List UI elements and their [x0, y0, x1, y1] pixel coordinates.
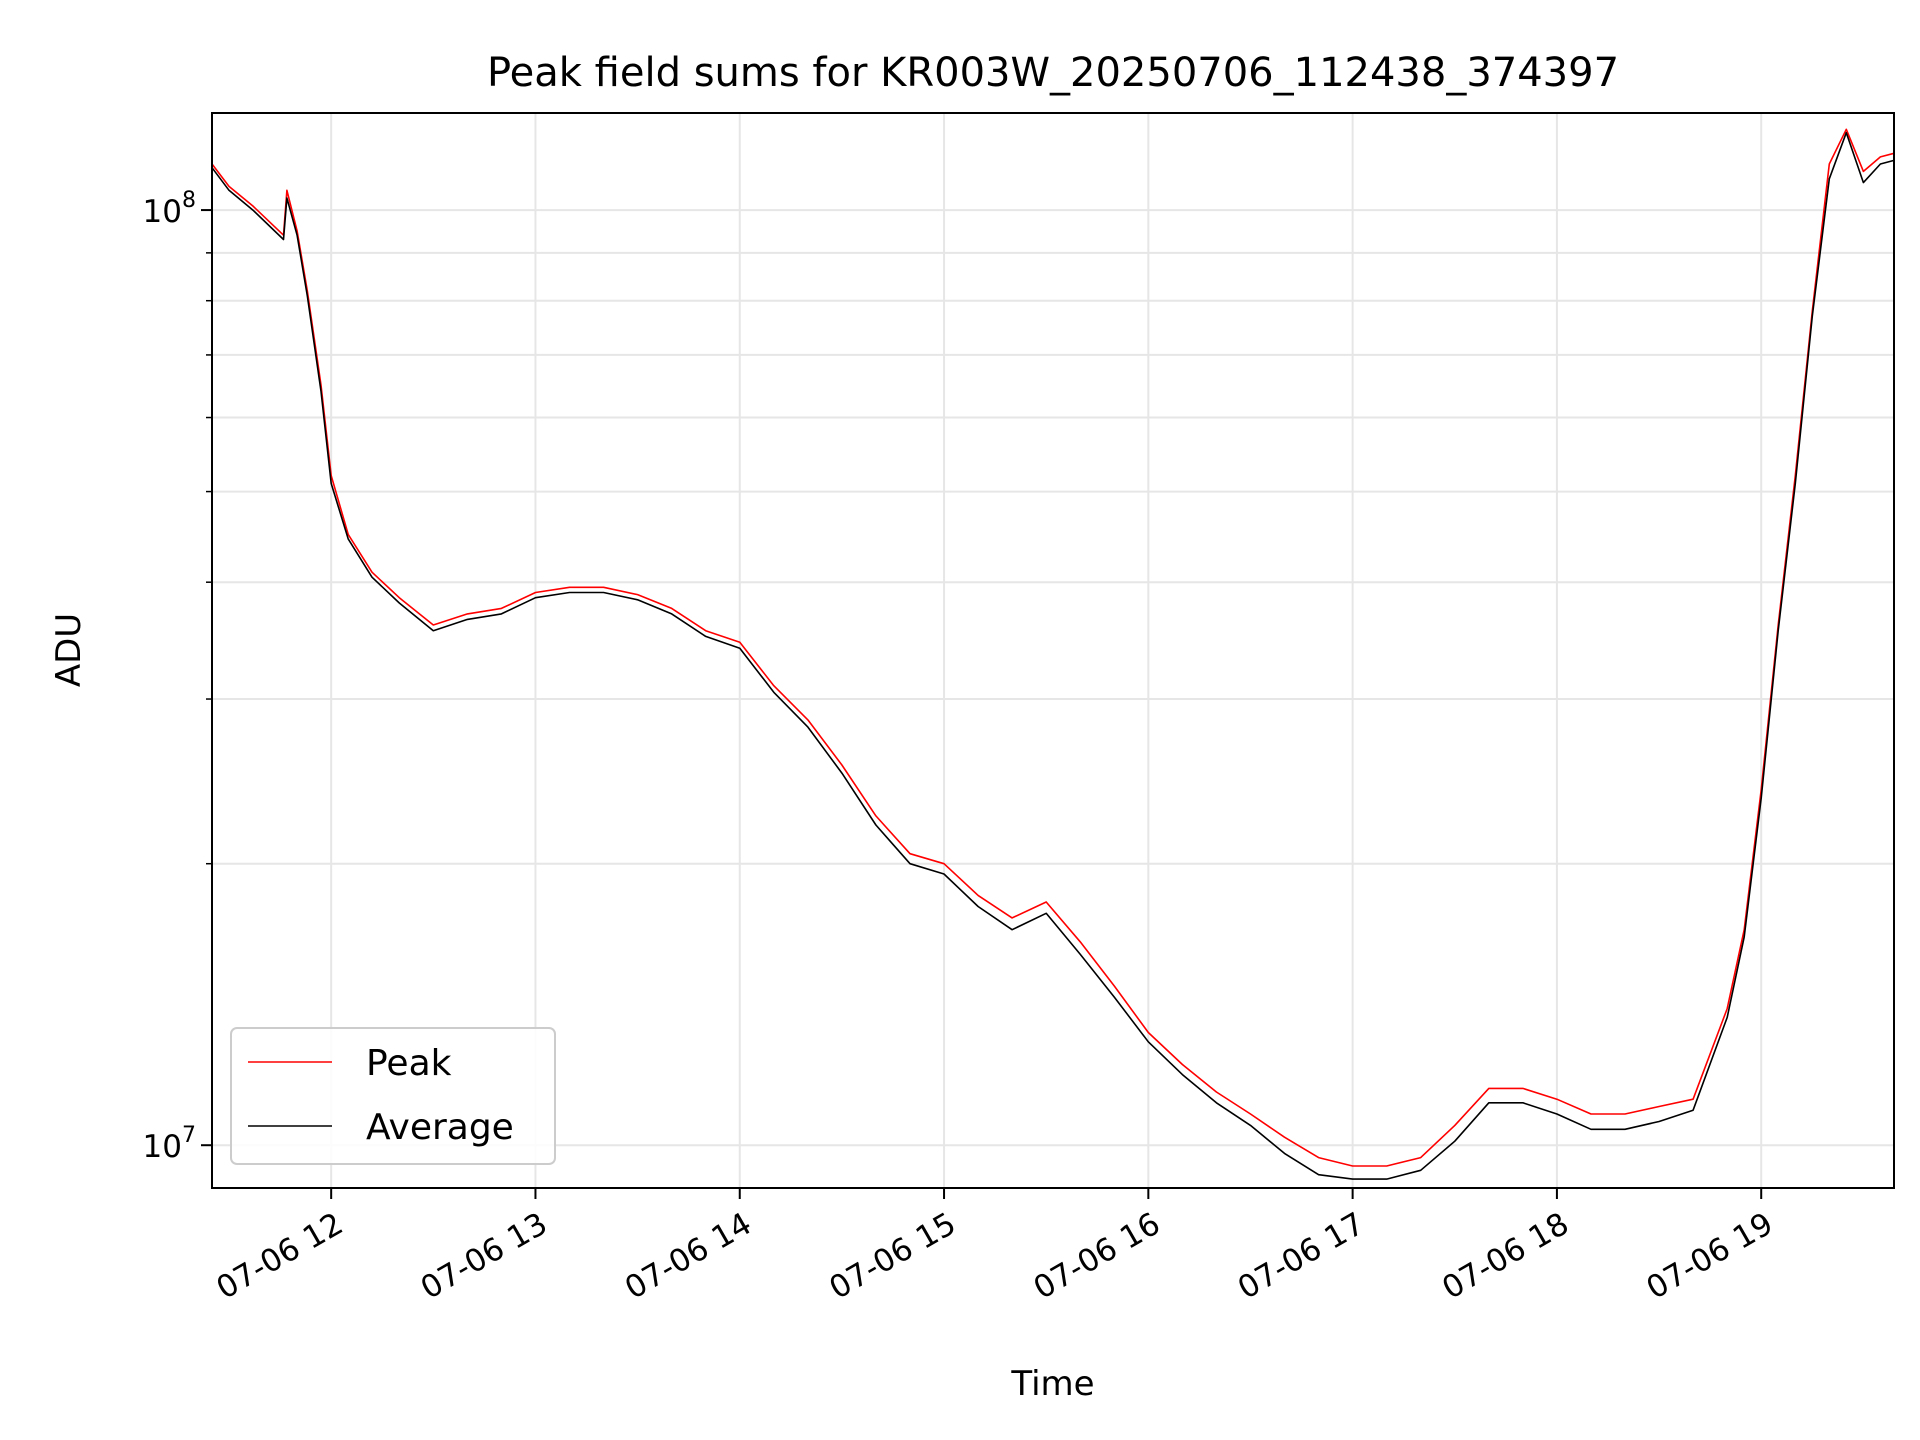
- y-tick-label: 107: [143, 1123, 196, 1165]
- y-tick-exponent: 8: [182, 188, 196, 213]
- x-tick-label: 07-06 16: [1028, 1206, 1167, 1307]
- grid: [212, 113, 1894, 1188]
- x-tick-label: 07-06 18: [1436, 1206, 1575, 1307]
- x-axis-label: Time: [1010, 1364, 1094, 1404]
- x-tick-label: 07-06 19: [1640, 1206, 1779, 1307]
- y-axis-label: ADU: [49, 613, 89, 687]
- y-tick-exponent: 7: [182, 1123, 196, 1148]
- plot-frame: [211, 112, 1895, 1189]
- x-tick-label: 07-06 14: [619, 1206, 758, 1307]
- legend-average-label: Average: [366, 1107, 514, 1148]
- x-tick-label: 07-06 15: [823, 1206, 962, 1307]
- legend: Peak Average: [230, 1027, 556, 1165]
- legend-peak-label: Peak: [366, 1043, 452, 1084]
- y-tick-mantissa: 10: [143, 1129, 182, 1165]
- series-line-peak: [211, 128, 1895, 1167]
- series-line-average: [211, 131, 1895, 1180]
- chart-title: Peak field sums for KR003W_20250706_1124…: [487, 50, 1619, 96]
- x-tick-label: 07-06 13: [415, 1206, 554, 1307]
- y-tick-label: 108: [143, 188, 196, 230]
- series-layer: [211, 128, 1895, 1180]
- x-tick-label: 07-06 12: [210, 1206, 349, 1307]
- y-tick-mantissa: 10: [143, 194, 182, 230]
- x-tick-label: 07-06 17: [1232, 1206, 1371, 1307]
